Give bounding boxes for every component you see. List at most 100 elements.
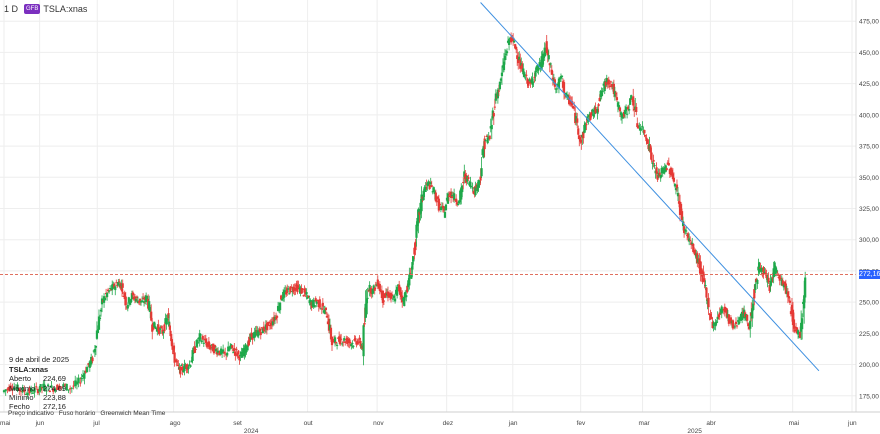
candle-body	[542, 55, 545, 58]
candle-body	[765, 274, 768, 279]
candle-body	[699, 261, 702, 275]
candle-body	[257, 331, 260, 336]
candle-body	[517, 57, 520, 64]
candle-body	[133, 296, 137, 299]
candle-body	[444, 204, 448, 211]
candle-body	[142, 301, 146, 303]
candle-body	[607, 79, 610, 85]
candle-body	[456, 202, 459, 205]
candle-body	[260, 327, 263, 329]
candle-body	[518, 56, 521, 61]
candle-body	[130, 293, 133, 300]
trendline[interactable]	[480, 2, 820, 372]
candle-body	[446, 193, 450, 204]
candle-body	[188, 364, 191, 366]
y-tick-label: 325,00	[859, 206, 879, 213]
current-price-tag: 272,16	[859, 269, 880, 279]
candle-body	[94, 346, 98, 348]
candle-body	[573, 107, 576, 109]
candle-body	[470, 186, 473, 188]
candle-body	[486, 137, 489, 144]
candle-body	[323, 309, 326, 314]
info-label: Máximo	[9, 383, 36, 393]
candle-body	[166, 319, 169, 321]
candlestick-series	[2, 32, 807, 399]
symbol-label[interactable]: TSLA:xnas	[43, 4, 88, 14]
candle-body	[80, 378, 83, 380]
timezone-value[interactable]: Greenwich Mean Time	[100, 410, 166, 417]
candle-body	[240, 351, 243, 355]
candle-body	[321, 302, 324, 307]
chart-grid	[0, 0, 856, 412]
candle-body	[403, 296, 406, 307]
candle-body	[368, 284, 371, 292]
candle-body	[576, 118, 579, 123]
candle-body	[231, 345, 234, 349]
candle-body	[532, 81, 535, 83]
candle-body	[216, 350, 220, 353]
candle-body	[587, 119, 590, 122]
candle-body	[146, 295, 149, 300]
candle-body	[119, 283, 122, 289]
candle-body	[729, 317, 733, 324]
candle-body	[79, 382, 82, 384]
candle-body	[229, 345, 232, 349]
candle-body	[791, 309, 795, 326]
candle-body	[75, 381, 79, 385]
candle-body	[19, 390, 23, 392]
candle-body	[287, 288, 290, 290]
interval-selector[interactable]: 1 D	[4, 4, 19, 14]
candle-body	[72, 385, 75, 387]
candle-body	[582, 132, 585, 139]
candle-body	[363, 323, 366, 325]
candle-body	[537, 67, 540, 71]
candle-body	[42, 383, 45, 388]
candle-body	[201, 335, 204, 340]
candle-body	[230, 344, 233, 346]
candle-body	[262, 326, 265, 331]
candle-body	[424, 187, 427, 192]
candle-body	[296, 284, 299, 293]
timezone-label[interactable]: Fuso horário	[58, 410, 96, 417]
candle-body	[196, 342, 199, 344]
candle-body	[50, 385, 53, 388]
candle-body	[300, 288, 303, 294]
candle-body	[747, 323, 750, 327]
candle-body	[163, 324, 166, 332]
candle-body	[469, 181, 472, 187]
candle-body	[198, 333, 201, 342]
candle-body	[362, 325, 365, 357]
candle-body	[558, 78, 562, 80]
candle-body	[471, 187, 474, 189]
candle-body	[24, 393, 28, 395]
candle-body	[200, 340, 203, 343]
x-tick-label: jun	[35, 420, 45, 427]
exchange-badge-icon: GFB	[24, 4, 41, 14]
candle-body	[776, 274, 779, 276]
candle-body	[670, 169, 673, 176]
candle-body	[212, 346, 216, 354]
candle-body	[148, 301, 151, 310]
candle-body	[608, 85, 611, 87]
candle-body	[432, 187, 435, 192]
candle-body	[120, 284, 123, 286]
candle-body	[702, 271, 705, 276]
candle-body	[672, 177, 676, 182]
candle-body	[550, 69, 553, 75]
candle-body	[674, 188, 678, 191]
candle-body	[655, 167, 658, 174]
candle-body	[97, 316, 101, 330]
candle-body	[168, 325, 171, 330]
candle-body	[21, 387, 24, 393]
candle-body	[637, 125, 640, 129]
candle-body	[14, 387, 17, 389]
info-row-open: Aberto 224,69	[9, 374, 69, 383]
candle-body	[7, 386, 11, 391]
candle-body	[422, 190, 425, 201]
candle-body	[162, 331, 165, 334]
candle-body	[411, 262, 414, 270]
x-tick-label: jul	[92, 420, 100, 427]
candle-body	[796, 330, 800, 335]
candle-body	[170, 339, 174, 347]
